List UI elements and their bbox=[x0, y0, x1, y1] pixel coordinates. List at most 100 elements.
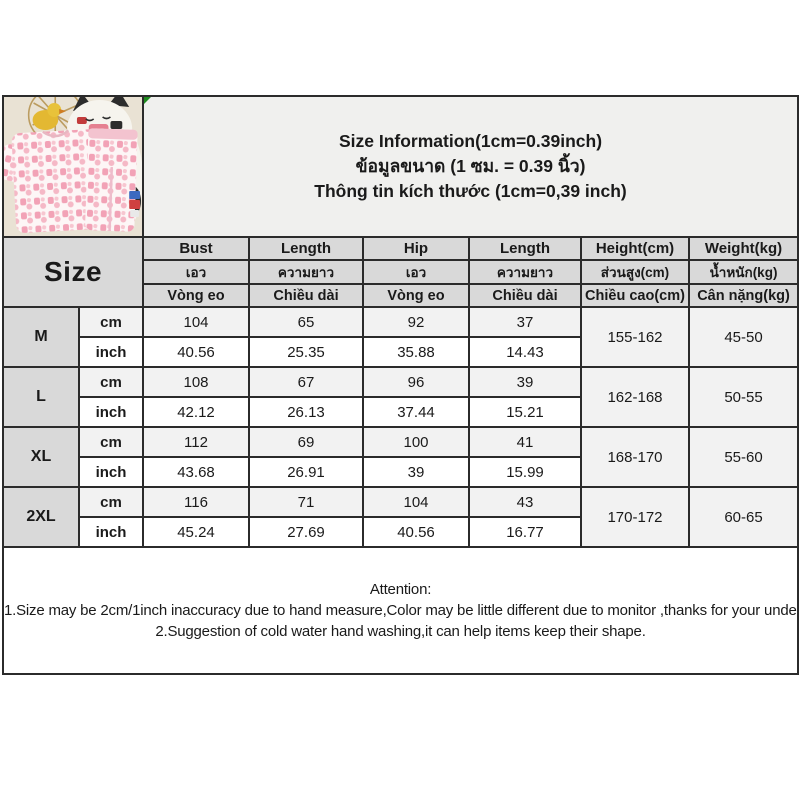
product-photo-cell bbox=[2, 95, 144, 238]
unit-label-cm: cm bbox=[78, 486, 144, 518]
height-range-cell: 170-172 bbox=[580, 486, 690, 548]
unit-label-inch: inch bbox=[78, 516, 144, 548]
value-cell: 26.13 bbox=[248, 396, 364, 428]
unit-label-cm: cm bbox=[78, 306, 144, 338]
row-size-label: 2XL bbox=[2, 486, 80, 548]
size-chart-table: Size Information(1cm=0.39inch) ข้อมูลขนา… bbox=[1, 95, 800, 675]
title-cell: Size Information(1cm=0.39inch) ข้อมูลขนา… bbox=[141, 95, 800, 238]
col-header-height-th: ส่วนสูง(cm) bbox=[580, 259, 690, 285]
col-header-length1-vi: Chiều dài bbox=[248, 283, 364, 308]
value-cell: 14.43 bbox=[468, 336, 582, 368]
value-cell: 39 bbox=[362, 456, 470, 488]
weight-range-cell: 50-55 bbox=[687, 366, 800, 428]
attention-line-2: 2.Suggestion of cold water hand washing,… bbox=[155, 623, 646, 640]
attention-row: Attention: 1.Size may be 2cm/1inch inacc… bbox=[1, 546, 800, 675]
weight-range-cell: 55-60 bbox=[687, 426, 800, 488]
attention-line-1: 1.Size may be 2cm/1inch inaccuracy due t… bbox=[4, 602, 799, 619]
col-header-length2-vi: Chiều dài bbox=[468, 283, 582, 308]
title-band: Size Information(1cm=0.39inch) ข้อมูลขนา… bbox=[2, 95, 800, 238]
attention-cell: Attention: 1.Size may be 2cm/1inch inacc… bbox=[1, 546, 800, 675]
value-cell: 37.44 bbox=[362, 396, 470, 428]
value-cell: 45.24 bbox=[142, 516, 250, 548]
unit-label-cm: cm bbox=[78, 366, 144, 398]
col-header-length1: Length bbox=[248, 236, 364, 261]
value-cell: 92 bbox=[362, 306, 470, 338]
value-cell: 40.56 bbox=[362, 516, 470, 548]
col-header-weight: Weight(kg) bbox=[687, 236, 800, 261]
cell-error-triangle-icon bbox=[145, 98, 151, 104]
value-cell: 26.91 bbox=[248, 456, 364, 488]
height-range-cell: 162-168 bbox=[580, 366, 690, 428]
size-header: Size bbox=[2, 236, 144, 308]
value-cell: 39 bbox=[468, 366, 582, 398]
value-cell: 41 bbox=[468, 426, 582, 458]
value-cell: 27.69 bbox=[248, 516, 364, 548]
header-row-thai: เอว ความยาว เอว ความยาว ส่วนสูง(cm) น้ำห… bbox=[3, 259, 800, 285]
value-cell: 100 bbox=[362, 426, 470, 458]
unit-label-inch: inch bbox=[78, 396, 144, 428]
size-information-title: Size Information(1cm=0.39inch) ข้อมูลขนา… bbox=[145, 98, 796, 235]
value-cell: 43 bbox=[468, 486, 582, 518]
pajama-shorts bbox=[85, 128, 138, 232]
attention-heading: Attention: bbox=[369, 581, 432, 598]
value-cell: 108 bbox=[142, 366, 250, 398]
row-size-label: XL bbox=[2, 426, 80, 488]
unit-label-cm: cm bbox=[78, 426, 144, 458]
value-cell: 25.35 bbox=[248, 336, 364, 368]
col-header-hip: Hip bbox=[362, 236, 470, 261]
unit-label-inch: inch bbox=[78, 336, 144, 368]
value-cell: 104 bbox=[362, 486, 470, 518]
col-header-bust-th: เอว bbox=[142, 259, 250, 285]
table-row-m-cm: M cm 104 65 92 37 155-162 45-50 bbox=[2, 306, 800, 368]
value-cell: 42.12 bbox=[142, 396, 250, 428]
col-header-weight-th: น้ำหนัก(kg) bbox=[687, 259, 800, 285]
weight-range-cell: 45-50 bbox=[687, 306, 800, 368]
value-cell: 69 bbox=[248, 426, 364, 458]
height-range-cell: 168-170 bbox=[580, 426, 690, 488]
col-header-length1-th: ความยาว bbox=[248, 259, 364, 285]
row-size-label: M bbox=[2, 306, 80, 368]
value-cell: 37 bbox=[468, 306, 582, 338]
title-thai: ข้อมูลขนาด (1 ซม. = 0.39 นิ้ว) bbox=[355, 156, 586, 176]
height-range-cell: 155-162 bbox=[580, 306, 690, 368]
value-cell: 35.88 bbox=[362, 336, 470, 368]
value-cell: 16.77 bbox=[468, 516, 582, 548]
small-items bbox=[129, 191, 141, 217]
col-header-length2: Length bbox=[468, 236, 582, 261]
value-cell: 96 bbox=[362, 366, 470, 398]
weight-range-cell: 60-65 bbox=[687, 486, 800, 548]
row-size-label: L bbox=[2, 366, 80, 428]
value-cell: 15.99 bbox=[468, 456, 582, 488]
col-header-height: Height(cm) bbox=[580, 236, 690, 261]
value-cell: 65 bbox=[248, 306, 364, 338]
value-cell: 40.56 bbox=[142, 336, 250, 368]
table-row-xl-cm: XL cm 112 69 100 41 168-170 55-60 bbox=[2, 426, 800, 488]
col-header-weight-vi: Cân nặng(kg) bbox=[687, 283, 800, 308]
value-cell: 104 bbox=[142, 306, 250, 338]
table-row-l-cm: L cm 108 67 96 39 162-168 50-55 bbox=[2, 366, 800, 428]
header-row-vietnamese: Vòng eo Chiều dài Vòng eo Chiều dài Chiề… bbox=[3, 283, 800, 308]
value-cell: 71 bbox=[248, 486, 364, 518]
value-cell: 67 bbox=[248, 366, 364, 398]
col-header-height-vi: Chiều cao(cm) bbox=[580, 283, 690, 308]
value-cell: 112 bbox=[142, 426, 250, 458]
title-vietnamese: Thông tin kích thước (1cm=0,39 inch) bbox=[314, 181, 627, 201]
title-english: Size Information(1cm=0.39inch) bbox=[338, 131, 603, 151]
value-cell: 116 bbox=[142, 486, 250, 518]
table-row-2xl-cm: 2XL cm 116 71 104 43 170-172 60-65 bbox=[2, 486, 800, 548]
table-row-m-inch: inch 40.56 25.35 35.88 14.43 bbox=[3, 336, 798, 368]
duck-toy bbox=[32, 103, 67, 130]
col-header-bust: Bust bbox=[142, 236, 250, 261]
col-header-hip-vi: Vòng eo bbox=[362, 283, 470, 308]
table-row-2xl-inch: inch 45.24 27.69 40.56 16.77 bbox=[3, 516, 798, 548]
table-row-l-inch: inch 42.12 26.13 37.44 15.21 bbox=[3, 396, 798, 428]
header-row-english: Size Bust Length Hip Length Height(cm) W… bbox=[2, 236, 800, 308]
col-header-length2-th: ความยาว bbox=[468, 259, 582, 285]
unit-label-inch: inch bbox=[78, 456, 144, 488]
col-header-hip-th: เอว bbox=[362, 259, 470, 285]
product-photo bbox=[5, 98, 141, 235]
col-header-bust-vi: Vòng eo bbox=[142, 283, 250, 308]
value-cell: 15.21 bbox=[468, 396, 582, 428]
value-cell: 43.68 bbox=[142, 456, 250, 488]
